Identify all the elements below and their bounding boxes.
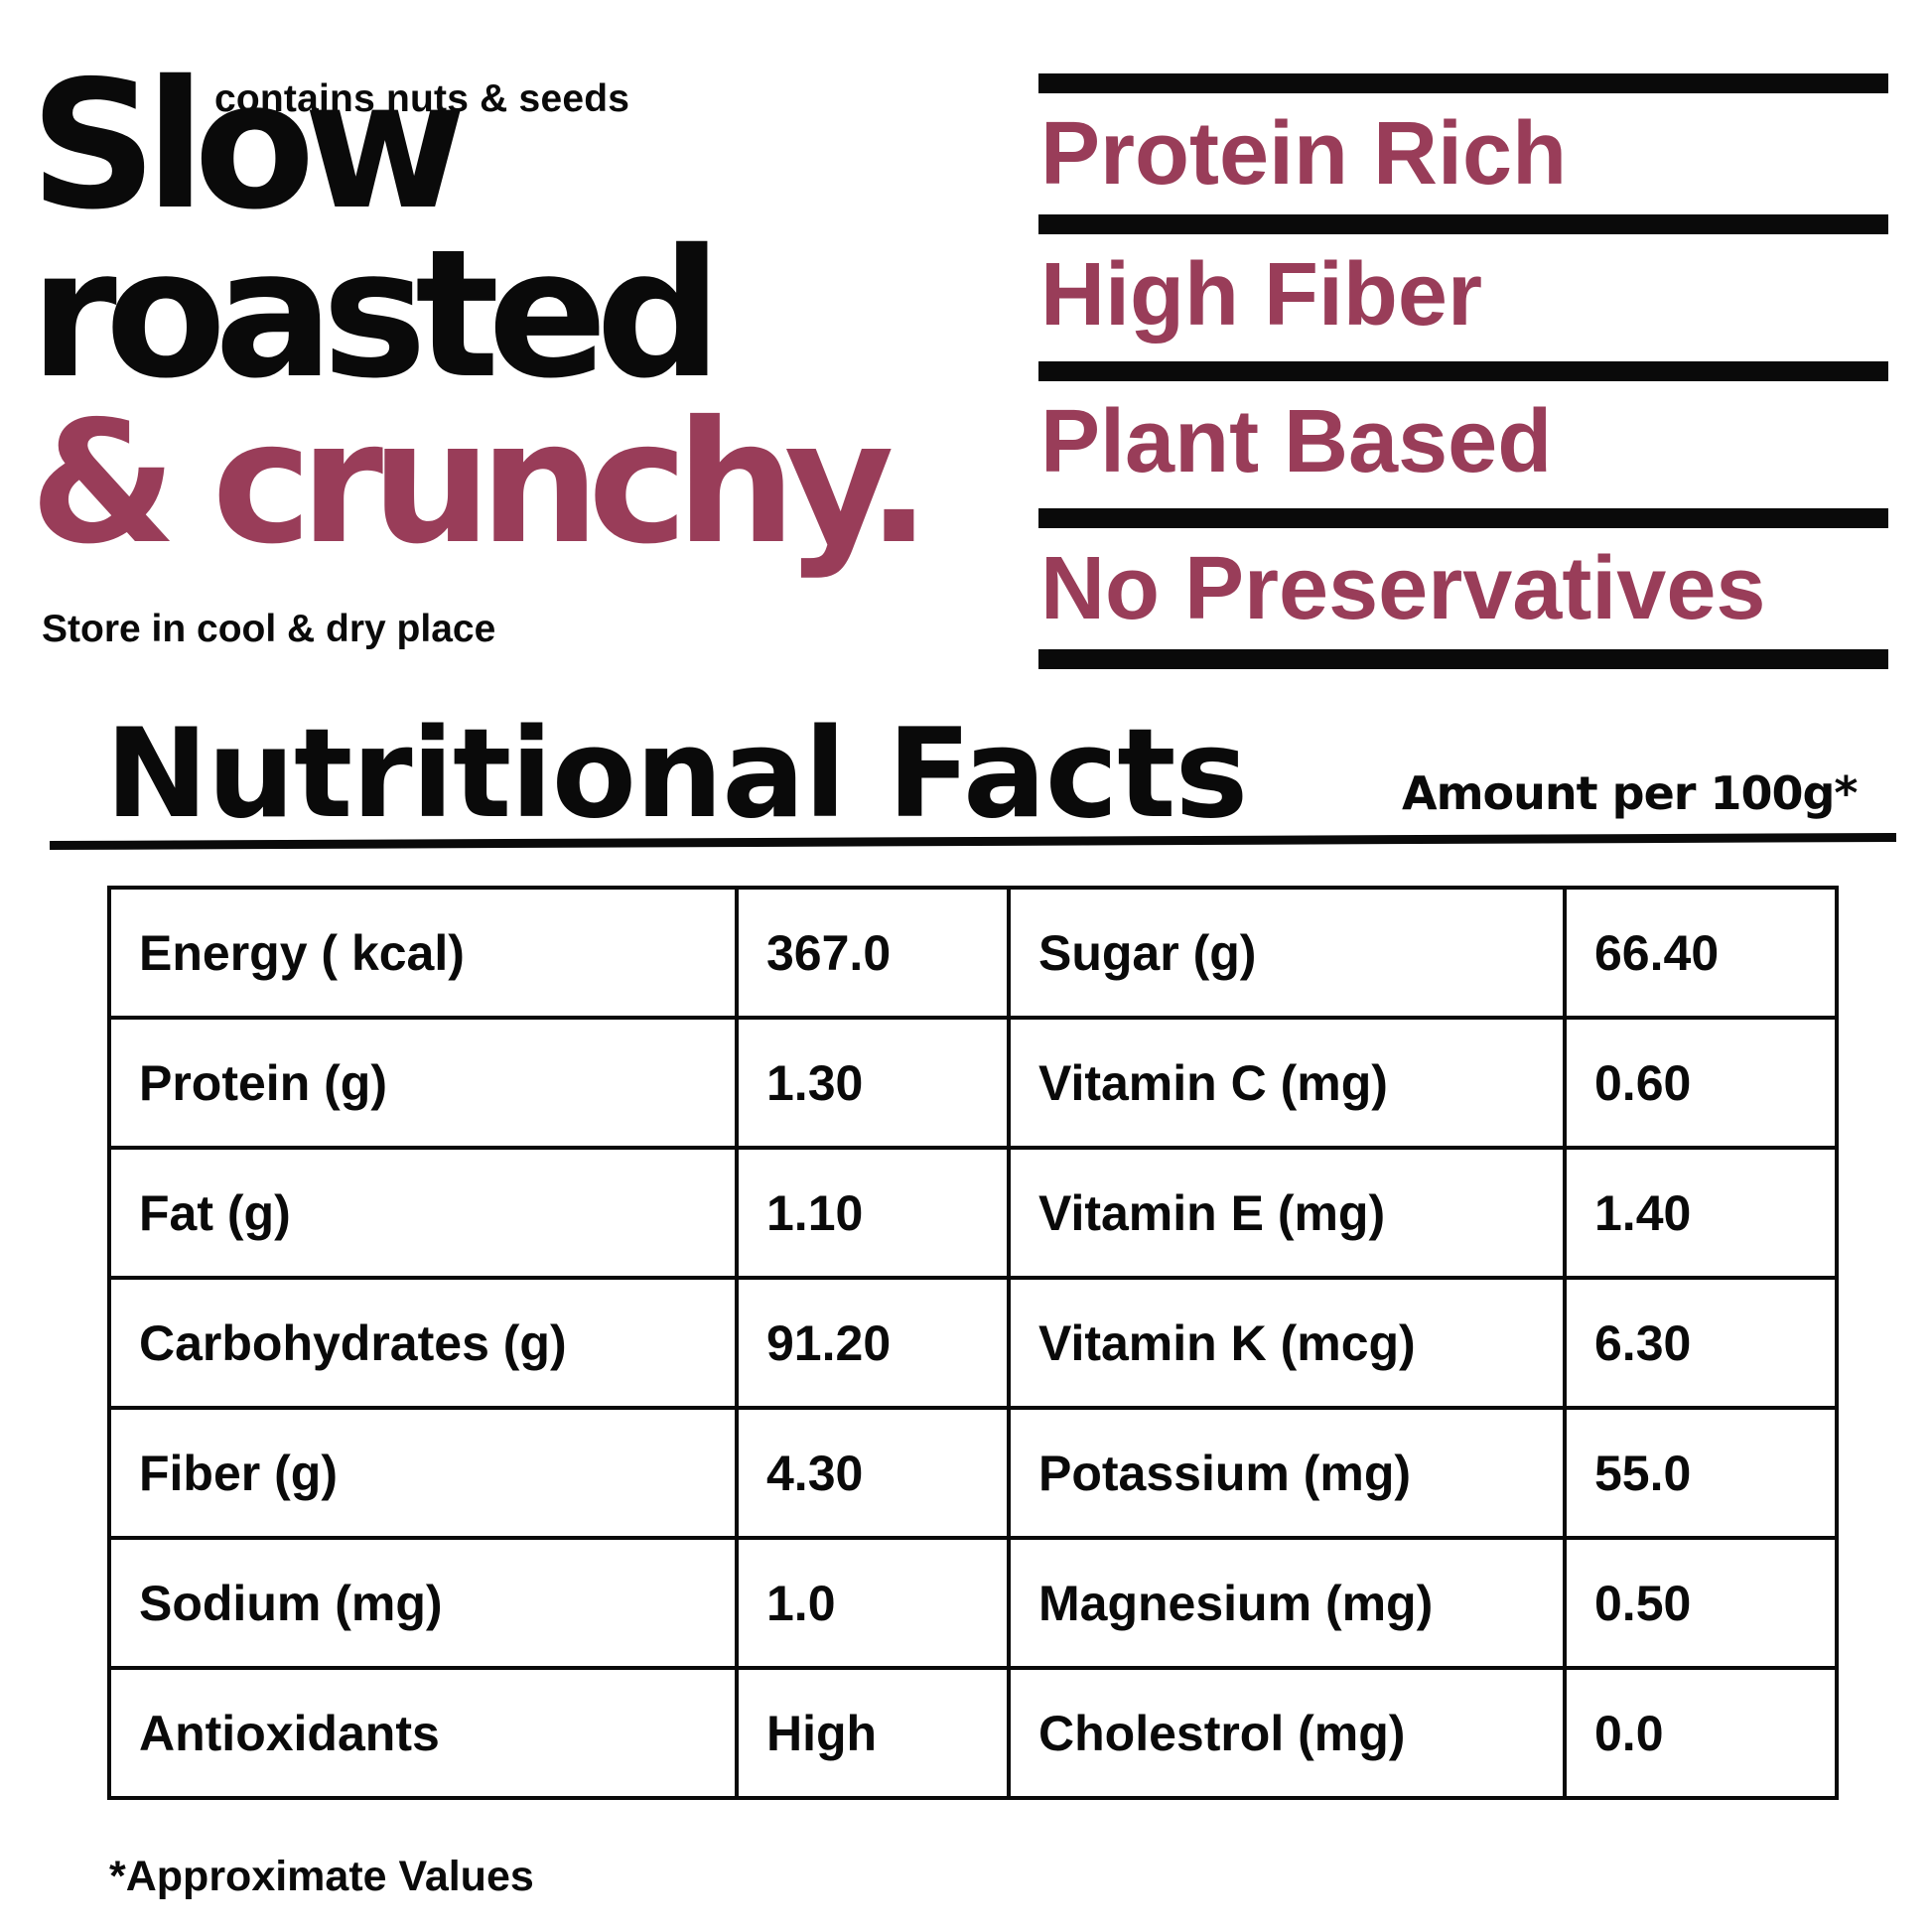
claim-protein-rich: Protein Rich: [1040, 104, 1568, 204]
nutrient-name: Magnesium (mg): [1007, 1536, 1567, 1670]
claims-list: Protein Rich High Fiber Plant Based No P…: [1038, 73, 1888, 669]
nutrient-name: Protein (g): [107, 1016, 739, 1150]
claim-divider: [1038, 73, 1888, 93]
claim-plant-based: Plant Based: [1040, 392, 1553, 491]
nutrient-value: 0.50: [1563, 1536, 1839, 1670]
nutrient-name: Antioxidants: [107, 1666, 739, 1800]
nutrient-name: Energy ( kcal): [107, 886, 739, 1020]
claim-divider: [1038, 649, 1888, 669]
hero-line-roasted: roasted: [30, 211, 722, 417]
nutrient-value: 4.30: [735, 1406, 1011, 1540]
hero-headline: Slow roasted & crunchy.: [30, 43, 931, 582]
table-row: Sodium (mg) 1.0 Magnesium (mg) 0.50: [107, 1536, 1839, 1670]
nutrient-name: Fiber (g): [107, 1406, 739, 1540]
nutrient-name: Sugar (g): [1007, 886, 1567, 1020]
hero-line-crunchy: & crunchy.: [30, 385, 931, 582]
claim-no-preservatives: No Preservatives: [1040, 539, 1766, 638]
nutrient-name: Vitamin C (mg): [1007, 1016, 1567, 1150]
nutrient-value: 1.40: [1563, 1146, 1839, 1280]
claim-divider: [1038, 214, 1888, 234]
footnote: *Approximate Values: [109, 1853, 534, 1900]
nutrient-value: 1.10: [735, 1146, 1011, 1280]
table-row: Carbohydrates (g) 91.20 Vitamin K (mcg) …: [107, 1276, 1839, 1410]
nutrient-name: Potassium (mg): [1007, 1406, 1567, 1540]
table-row: Protein (g) 1.30 Vitamin C (mg) 0.60: [107, 1016, 1839, 1150]
nutrient-name: Fat (g): [107, 1146, 739, 1280]
nutrient-value: 6.30: [1563, 1276, 1839, 1410]
nutrient-name: Vitamin K (mcg): [1007, 1276, 1567, 1410]
nutrient-value: 0.60: [1563, 1016, 1839, 1150]
nutrient-value: 1.0: [735, 1536, 1011, 1670]
claim-divider: [1038, 361, 1888, 381]
table-row: Fat (g) 1.10 Vitamin E (mg) 1.40: [107, 1146, 1839, 1280]
allergen-note: contains nuts & seeds: [214, 77, 630, 120]
nutrient-value: 91.20: [735, 1276, 1011, 1410]
nutrition-table: Energy ( kcal) 367.0 Sugar (g) 66.40 Pro…: [107, 886, 1839, 1800]
nutrient-name: Carbohydrates (g): [107, 1276, 739, 1410]
nutrient-value: High: [735, 1666, 1011, 1800]
nutrient-name: Vitamin E (mg): [1007, 1146, 1567, 1280]
nutrient-value: 66.40: [1563, 886, 1839, 1020]
nutrition-title: Nutritional Facts: [105, 703, 1248, 846]
nutrient-value: 1.30: [735, 1016, 1011, 1150]
table-row: Antioxidants High Cholestrol (mg) 0.0: [107, 1666, 1839, 1800]
storage-note: Store in cool & dry place: [42, 608, 496, 650]
nutrient-name: Sodium (mg): [107, 1536, 739, 1670]
nutrient-value: 367.0: [735, 886, 1011, 1020]
table-row: Energy ( kcal) 367.0 Sugar (g) 66.40: [107, 886, 1839, 1020]
claim-divider: [1038, 508, 1888, 528]
nutrient-value: 0.0: [1563, 1666, 1839, 1800]
claim-high-fiber: High Fiber: [1040, 245, 1482, 345]
nutrient-name: Cholestrol (mg): [1007, 1666, 1567, 1800]
table-row: Fiber (g) 4.30 Potassium (mg) 55.0: [107, 1406, 1839, 1540]
serving-basis: Amount per 100g*: [1402, 766, 1858, 820]
hero-line-slow: Slow: [30, 43, 467, 248]
nutrient-value: 55.0: [1563, 1406, 1839, 1540]
